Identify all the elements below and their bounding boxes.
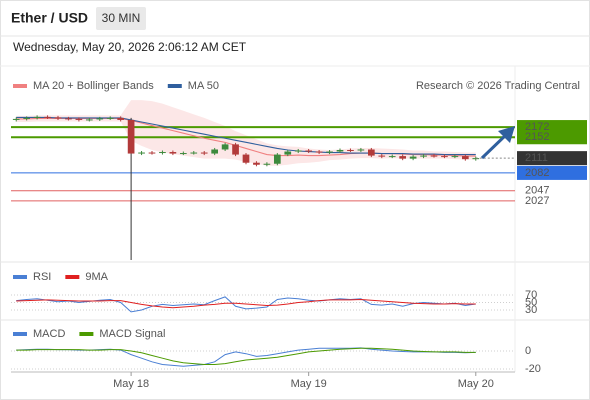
- legend-label: MACD: [33, 328, 65, 340]
- candle-body: [315, 151, 323, 153]
- indicator-line: [16, 347, 476, 365]
- trend-arrow-head: [498, 126, 515, 143]
- candle-body: [159, 152, 166, 154]
- y-tick-label: -20: [525, 363, 541, 375]
- candle-body: [263, 163, 271, 165]
- candle-body: [472, 158, 480, 160]
- candle-body: [451, 156, 459, 158]
- legend-swatch: [79, 332, 94, 336]
- x-tick-label: May 18: [113, 378, 149, 390]
- candle-body: [117, 117, 125, 120]
- candle-body: [409, 156, 417, 159]
- level-label: 2047: [525, 185, 549, 197]
- indicator-line: [16, 298, 476, 309]
- level-label-box: [517, 130, 587, 145]
- y-tick-label: 70: [525, 289, 537, 301]
- candle-body: [221, 144, 229, 150]
- last-price-label: 2111: [525, 152, 548, 164]
- interval-button[interactable]: [96, 7, 146, 30]
- last-price-box: [517, 151, 587, 166]
- level-label: 2172: [525, 121, 549, 133]
- candle-body: [127, 119, 135, 154]
- candle-body: [44, 116, 51, 118]
- candle-body: [75, 118, 83, 120]
- candle-body: [336, 149, 344, 152]
- legend-label: MA 20 + Bollinger Bands: [33, 80, 154, 92]
- candle-body: [65, 118, 72, 120]
- legend-swatch: [13, 275, 27, 279]
- candle-body: [461, 156, 469, 160]
- y-tick-label: 50: [525, 296, 537, 308]
- timestamp: Wednesday, May 20, 2026 2:06:12 AM CET: [13, 40, 247, 54]
- candle-body: [23, 117, 31, 119]
- candle-body: [430, 155, 438, 157]
- candle-body: [388, 156, 396, 158]
- candle-body: [200, 152, 208, 154]
- legend-swatch: [13, 332, 27, 336]
- candle-body: [305, 150, 313, 152]
- level-label: 2152: [525, 131, 549, 143]
- legend-swatch: [167, 84, 182, 88]
- legend-label: MACD Signal: [99, 328, 165, 340]
- level-label-box: [517, 165, 587, 180]
- source: Research © 2026 Trading Central: [416, 80, 580, 92]
- legend-label: RSI: [33, 271, 51, 283]
- candle-body: [420, 155, 427, 157]
- legend-label: 9MA: [85, 271, 108, 283]
- candle-body: [148, 152, 156, 154]
- candle-body: [169, 152, 177, 154]
- level-label: 2082: [525, 167, 549, 179]
- y-tick-label: 0: [525, 345, 531, 357]
- candle-body: [284, 151, 292, 155]
- candle-body: [253, 162, 260, 165]
- candle-body: [211, 149, 219, 154]
- candle-body: [232, 144, 239, 155]
- candle-body: [242, 154, 250, 163]
- candle-body: [326, 151, 333, 153]
- symbol: Ether / USD: [11, 10, 88, 26]
- candle-body: [378, 155, 386, 157]
- candle-body: [273, 154, 281, 164]
- candle-body: [367, 149, 375, 156]
- candle-body: [54, 117, 62, 119]
- candle-body: [106, 117, 114, 119]
- candle-body: [190, 152, 198, 154]
- trend-arrow: [480, 131, 510, 160]
- candle-body: [294, 150, 302, 152]
- candle-body: [85, 119, 93, 121]
- candle-body: [347, 149, 354, 151]
- x-tick-label: May 20: [458, 378, 494, 390]
- interval-label[interactable]: 30 MIN: [102, 11, 141, 25]
- legend-swatch: [65, 275, 80, 279]
- x-tick-label: May 19: [291, 378, 327, 390]
- moving-average: [16, 116, 476, 156]
- candle-body: [441, 156, 448, 158]
- candle-body: [399, 156, 407, 159]
- legend-label: MA 50: [188, 80, 219, 92]
- candle-body: [179, 153, 187, 155]
- candle-body: [96, 118, 104, 120]
- candle-body: [357, 149, 365, 151]
- legend-swatch: [13, 84, 27, 88]
- candle-body: [138, 152, 145, 154]
- candle-body: [33, 116, 41, 118]
- candle-body: [12, 118, 20, 120]
- level-label: 2027: [525, 195, 549, 207]
- y-tick-label: 30: [525, 304, 537, 316]
